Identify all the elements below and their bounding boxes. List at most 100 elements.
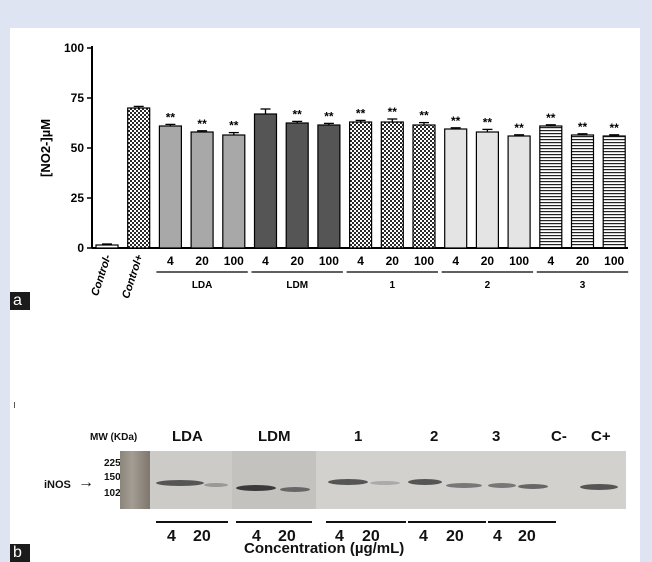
conc-label: 4 [167, 528, 176, 545]
blot-strip-rest [316, 451, 626, 509]
blot-band [370, 481, 400, 485]
bar [602, 135, 626, 249]
group-label: LDM [286, 280, 308, 291]
significance-label: ** [388, 105, 398, 119]
conc-group-line [156, 521, 228, 523]
conc-label: 4 [252, 528, 261, 545]
x-tick-label: Control- [89, 253, 114, 298]
conc-label: 20 [518, 528, 536, 545]
bar [444, 128, 468, 249]
significance-label: ** [197, 117, 207, 131]
y-tick-label: 100 [64, 41, 84, 55]
bar [412, 124, 436, 249]
y-tick-label: 75 [71, 91, 85, 105]
inos-label: iNOS [44, 479, 71, 491]
bar [222, 134, 246, 249]
x-tick-label: 20 [291, 254, 305, 268]
lane-header-lda: LDA [172, 428, 203, 445]
blot-band [488, 483, 516, 488]
x-tick-label: 4 [167, 254, 174, 268]
conc-label: 20 [446, 528, 464, 545]
conc-label: 4 [335, 528, 344, 545]
x-tick-label: 100 [509, 254, 529, 268]
group-label: LDA [192, 280, 213, 291]
group-label: 1 [390, 280, 396, 291]
blot-band [204, 483, 228, 487]
significance-label: ** [546, 111, 556, 125]
y-axis-label: [NO2-]µM [38, 119, 53, 177]
group-label: 3 [580, 280, 586, 291]
significance-label: ** [578, 120, 588, 134]
blot-band [280, 487, 310, 492]
significance-label: ** [610, 121, 620, 135]
x-tick-label: 4 [547, 254, 554, 268]
bar [570, 134, 595, 249]
x-tick-label: 4 [262, 254, 269, 268]
significance-label: ** [451, 114, 461, 128]
conc-group-line [326, 521, 406, 523]
significance-label: ** [356, 106, 366, 120]
conc-label: 4 [493, 528, 502, 545]
conc-group-line [236, 521, 312, 523]
conc-label: 20 [362, 528, 380, 545]
bar [190, 131, 214, 249]
x-tick-label: 4 [357, 254, 364, 268]
inos-arrow-icon: → [78, 474, 94, 491]
blot-band [446, 483, 482, 488]
x-tick-label: 20 [195, 254, 209, 268]
mw-marker-150: 150 [104, 472, 121, 483]
x-tick-label: 20 [481, 254, 495, 268]
significance-label: ** [514, 121, 524, 135]
panel-b-label: b [10, 544, 30, 562]
blot-band [156, 480, 204, 486]
significance-label: ** [483, 115, 493, 129]
x-tick-label: 100 [319, 254, 339, 268]
blot-separator-tick [14, 402, 15, 408]
mw-marker-102: 102 [104, 488, 121, 499]
significance-label: ** [229, 119, 239, 133]
conc-label: 4 [419, 528, 428, 545]
bar [317, 124, 341, 249]
lane-header-ldm: LDM [258, 428, 291, 445]
blot-strip-ladder [120, 451, 150, 509]
bar [285, 122, 309, 249]
y-tick-label: 25 [71, 191, 85, 205]
conc-group-line [488, 521, 556, 523]
bar [349, 121, 373, 249]
bar [127, 107, 151, 249]
x-tick-label: 4 [452, 254, 459, 268]
significance-label: ** [324, 109, 334, 123]
bar-chart: 0 25 50 75 100 [NO2-]µM Control- Control+ ** 4 ** 2… [38, 41, 629, 301]
significance-label: ** [166, 110, 176, 124]
blot-band [518, 484, 548, 489]
x-tick-label: 20 [576, 254, 590, 268]
western-blot: MW (KDa) LDA LDM 1 2 3 C- C+ 225 150 102… [10, 388, 640, 562]
bar [158, 125, 182, 249]
panel-a-label: a [10, 292, 30, 310]
y-tick-label: 0 [77, 241, 84, 255]
bar [475, 131, 499, 249]
mw-marker-225: 225 [104, 458, 121, 469]
significance-label: ** [293, 107, 303, 121]
x-tick-label: 100 [224, 254, 244, 268]
x-tick-label: 100 [414, 254, 434, 268]
blot-x-axis-label: Concentration (µg/mL) [244, 540, 405, 557]
bar [507, 135, 531, 249]
blot-strip-ldm [232, 451, 316, 509]
x-tick-label: Control+ [120, 253, 146, 301]
blot-band [408, 479, 442, 485]
figure-panel: 0 25 50 75 100 [NO2-]µM Control- Control+ ** 4 ** 2… [10, 28, 640, 562]
group-label: 2 [485, 280, 491, 291]
significance-label: ** [419, 109, 429, 123]
bar [95, 244, 119, 249]
bar [380, 121, 404, 249]
y-tick-label: 50 [71, 141, 85, 155]
lane-header-c-plus: C+ [591, 428, 611, 445]
x-tick-label: 20 [386, 254, 400, 268]
lane-header-2: 2 [430, 428, 439, 445]
conc-label: 20 [193, 528, 211, 545]
bar [539, 125, 563, 249]
blot-band [236, 485, 276, 491]
conc-label: 20 [278, 528, 296, 545]
bar [253, 113, 278, 249]
